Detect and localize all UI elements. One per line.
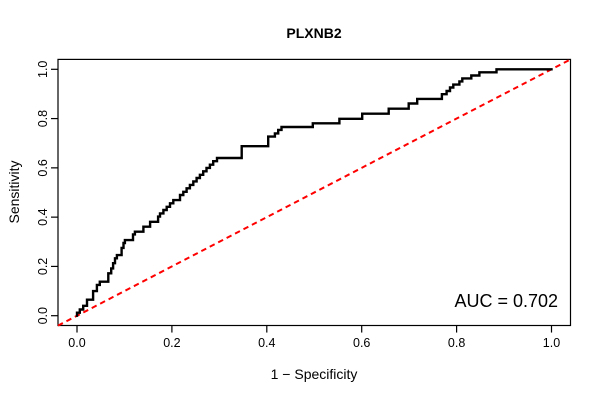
y-tick-label: 0.2	[36, 258, 50, 275]
y-axis-title: Sensitivity	[6, 160, 22, 223]
x-tick-label: 1.0	[543, 336, 560, 350]
x-tick-label: 0.2	[163, 336, 180, 350]
y-tick-label: 0.0	[36, 307, 50, 324]
y-tick-label: 0.6	[36, 159, 50, 176]
x-tick-label: 0.0	[68, 336, 85, 350]
x-tick-label: 0.6	[353, 336, 370, 350]
auc-annotation: AUC = 0.702	[454, 291, 558, 311]
y-tick-label: 0.4	[36, 208, 50, 225]
x-tick-label: 0.8	[448, 336, 465, 350]
y-tick-label: 0.8	[36, 110, 50, 127]
x-axis-ticks: 0.0 0.2 0.4 0.6 0.8 1.0	[68, 325, 560, 350]
reference-diagonal-line	[57, 58, 571, 327]
plot-box-border	[57, 58, 572, 327]
plot-title: PLXNB2	[286, 25, 341, 41]
x-tick-label: 0.4	[258, 336, 275, 350]
y-tick-label: 1.0	[36, 61, 50, 78]
y-axis-ticks: 0.0 0.2 0.4 0.6 0.8 1.0	[36, 61, 59, 324]
x-axis-title: 1 − Specificity	[271, 366, 358, 382]
roc-curve	[75, 68, 553, 317]
